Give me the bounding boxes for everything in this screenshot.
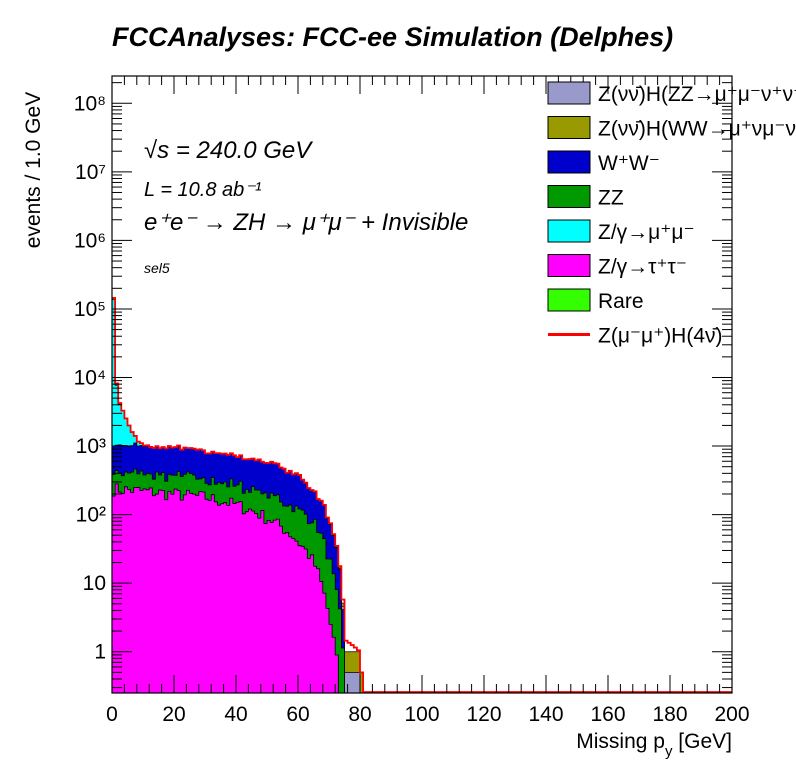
y-axis-label: events / 1.0 GeV [22, 92, 45, 248]
y-axis-ticks: 1 10 10² 10³ 10⁴ 10⁵ 10⁶ 10⁷ 10⁸ [74, 82, 732, 689]
x-tick-label: 140 [528, 703, 563, 726]
legend-swatch [547, 116, 591, 139]
legend-label: Z(νν̄)H(WW→μ⁺νμ⁻ν) [598, 118, 796, 141]
x-tick-label: 20 [162, 703, 185, 726]
x-axis-label: Missing py [GeV] [576, 730, 732, 760]
legend-swatch [547, 288, 591, 312]
x-tick-label: 60 [286, 703, 309, 726]
legend-label: Rare [598, 290, 644, 313]
y-tick-label: 10 [83, 572, 106, 595]
chart-title: FCCAnalyses: FCC-ee Simulation (Delphes) [112, 22, 673, 52]
legend-label: Z/γ→τ⁺τ⁻ [598, 256, 687, 279]
legend-swatch [547, 219, 591, 243]
x-tick-label: 0 [106, 703, 118, 726]
y-tick-label: 10³ [76, 435, 106, 458]
legend-label: Z(μ⁻μ⁺)H(4ν̄) [598, 325, 723, 348]
y-tick-label: 1 [94, 641, 106, 664]
y-tick-label: 10⁸ [74, 92, 106, 115]
x-tick-label: 160 [590, 703, 625, 726]
selection-annotation: sel5 [144, 260, 170, 276]
signal-line [112, 297, 732, 693]
legend-label: Z/γ→μ⁺μ⁻ [598, 221, 695, 244]
luminosity-annotation: L = 10.8 ab⁻¹ [144, 179, 262, 201]
process-annotation: e⁺e⁻ → ZH → μ⁺μ⁻ + Invisible [144, 209, 468, 236]
legend-label: ZZ [598, 187, 624, 210]
legend-swatch [547, 185, 591, 208]
y-tick-label: 10⁷ [75, 161, 106, 184]
sqrt-s-annotation: √s = 240.0 GeV [144, 137, 313, 164]
y-tick-label: 10² [76, 504, 106, 527]
legend-swatch [547, 254, 591, 277]
series-0-area [111, 483, 732, 694]
x-tick-label: 180 [652, 703, 687, 726]
legend-label: Z(νν̄)H(ZZ→μ⁺μ⁻ν⁺ν⁻) [598, 83, 796, 106]
legend-swatch [547, 150, 591, 174]
histogram-bars [111, 297, 732, 694]
x-tick-label: 40 [224, 703, 247, 726]
legend-swatch [547, 81, 591, 105]
legend-label: W⁺W⁻ [598, 152, 660, 175]
y-tick-label: 10⁶ [74, 229, 106, 252]
x-tick-label: 120 [466, 703, 501, 726]
x-axis-ticks: 0 20 40 60 80 100 120 140 160 180 200 [106, 76, 750, 726]
y-tick-label: 10⁴ [74, 367, 106, 390]
x-tick-label: 80 [348, 703, 371, 726]
x-tick-label: 200 [714, 703, 749, 726]
x-tick-label: 100 [404, 703, 439, 726]
legend: Z(νν̄)H(ZZ→μ⁺μ⁻ν⁺ν⁻) Z(νν̄)H(WW→μ⁺νμ⁻ν) W⁺… [547, 81, 796, 348]
y-tick-label: 10⁵ [74, 298, 106, 321]
